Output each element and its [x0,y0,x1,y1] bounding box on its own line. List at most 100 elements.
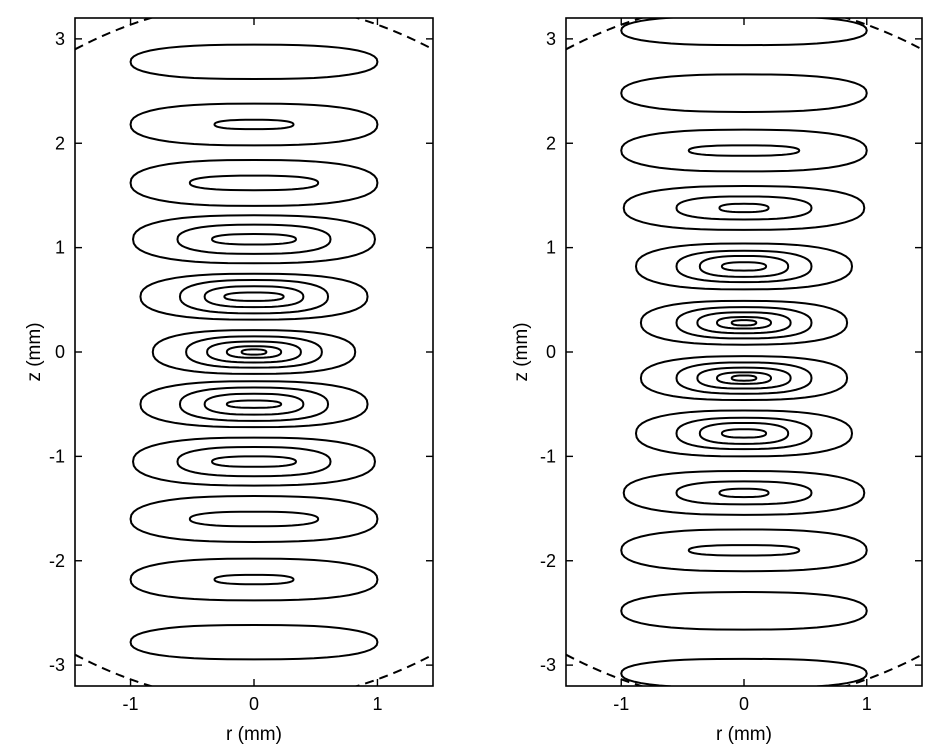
contour-line [223,291,285,302]
contour-line [696,366,792,390]
contour-line [129,102,379,147]
fringe-0 [129,43,379,81]
y-tick-label: -1 [49,446,65,466]
x-tick-label: 0 [739,694,749,714]
fringe-3 [622,185,866,231]
fringe-6 [639,355,849,402]
plot-area [566,18,922,686]
contour-line [639,355,849,402]
contour-line [129,557,379,602]
fringe-11 [620,657,868,686]
y-axis-label: z (mm) [24,322,45,381]
contour-line [715,316,773,330]
contour-line [210,233,298,246]
contour-line [176,223,332,255]
contour-line [675,416,813,451]
contour-line [213,118,295,131]
y-tick-label: -2 [540,551,556,571]
contour-line [622,185,866,231]
fringe-7 [132,436,376,487]
contour-line [718,202,770,214]
contour-line [129,623,379,661]
contour-line [675,480,813,506]
contour-line [718,487,770,499]
fringe-1 [129,102,379,147]
y-tick-label: -2 [49,551,65,571]
contour-line [188,510,320,528]
boundary-top-dashed-curve [75,18,433,51]
contour-line [730,374,758,382]
contour-line [687,544,801,557]
y-axis-label: z (mm) [511,322,532,381]
y-tick-label: -1 [540,446,556,466]
plot-area [75,18,433,686]
fringe-1 [620,73,868,113]
contour-line [225,345,283,359]
x-axis-label: r (mm) [226,724,282,745]
fringe-3 [132,214,376,265]
contour-line [675,249,813,284]
x-tick-label: 1 [372,694,382,714]
x-axis-label: r (mm) [716,724,772,745]
boundary-bottom-dashed-curve [566,653,922,686]
fringe-9 [620,528,868,573]
contour-line [622,469,866,516]
contour-line [210,455,298,468]
contour-line [206,340,302,364]
contour-line [675,361,813,395]
contour-line [675,306,813,340]
fringe-5 [639,299,849,346]
fringe-2 [620,128,868,173]
contour-line [139,272,369,321]
fringe-8 [129,495,379,543]
contour-line [203,285,305,309]
contour-line [715,371,773,385]
contour-line [730,319,758,327]
contour-line [178,386,330,422]
contour-line [185,335,323,369]
contour-line [129,495,379,543]
fringe-0 [620,18,868,47]
y-tick-label: -3 [540,655,556,675]
y-tick-label: 1 [55,238,65,258]
contour-line [129,43,379,81]
contour-line [620,128,868,173]
y-tick-label: 0 [546,342,556,362]
fringe-9 [129,557,379,602]
contour-line [639,299,849,346]
contour-line [132,436,376,487]
fringe-4 [634,242,854,291]
contour-line [620,73,868,113]
contour-line [675,195,813,221]
contour-line [188,174,320,192]
y-tick-label: 2 [55,133,65,153]
contour-line [696,311,792,335]
fringe-10 [129,623,379,661]
y-tick-label: 2 [546,133,556,153]
contour-line [203,392,305,416]
left-contour-panel: -1 0 1 -3 -2 -1 0 1 2 3 r (mm) z (mm) [24,17,434,745]
y-tick-label: 3 [546,29,556,49]
y-tick-label: -3 [49,655,65,675]
contour-line [634,409,854,458]
contour-line [687,144,801,157]
contour-line [698,421,790,445]
contour-line [176,445,332,478]
contour-line [720,261,768,272]
contour-line [620,591,868,631]
contour-line [225,399,283,409]
contour-line [634,242,854,291]
axes-frame [565,17,923,687]
fringe-5 [151,329,357,375]
x-tick-label: 1 [862,694,872,714]
fringe-4 [139,272,369,321]
fringe-7 [634,409,854,458]
y-tick-label: 0 [55,342,65,362]
boundary-bottom-dashed-curve [75,653,433,686]
x-tick-label: 0 [249,694,259,714]
contour-line [620,657,868,686]
right-contour-panel: -1 0 1 -3 -2 -1 0 1 2 3 r (mm) z (mm) [511,17,923,745]
axes-frame [74,17,434,687]
x-tick-label: -1 [123,694,139,714]
